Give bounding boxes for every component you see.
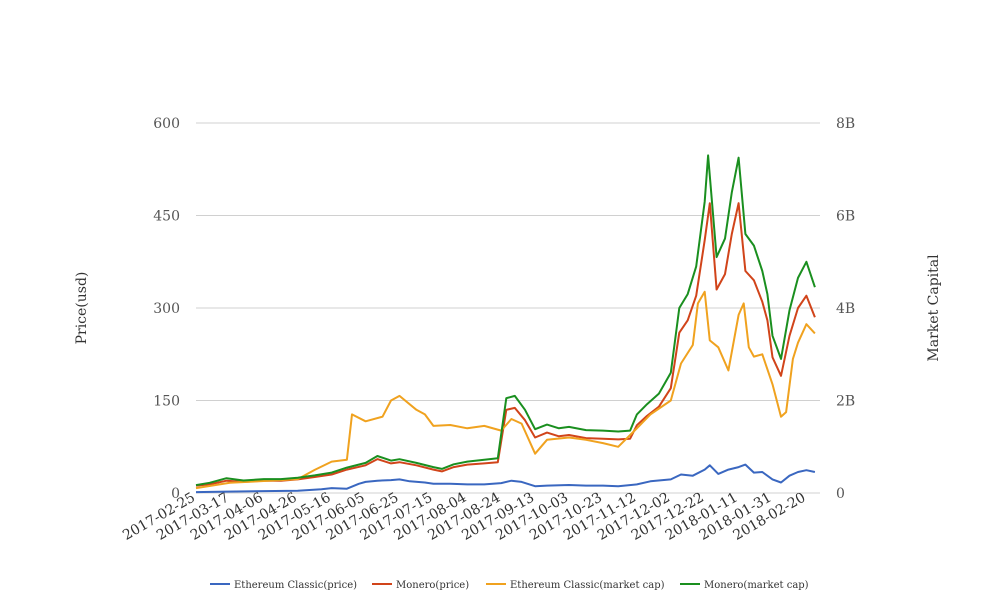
right-y-tick-label: 8B bbox=[836, 116, 855, 132]
series-line-monero-market-cap bbox=[195, 154, 816, 487]
right-y-tick-label: 0 bbox=[836, 486, 845, 502]
right-y-tick-label: 6B bbox=[836, 209, 855, 225]
left-axis-title: Price(usd) bbox=[74, 272, 90, 345]
right-axis-title: Market Capital bbox=[926, 254, 942, 362]
legend: Ethereum Classic(price) Monero(price) Ethe… bbox=[210, 580, 809, 591]
legend-label: Monero(market cap) bbox=[704, 580, 809, 591]
legend-label: Ethereum Classic(market cap) bbox=[510, 580, 665, 591]
left-y-tick-label: 450 bbox=[153, 209, 180, 225]
right-y-axis-ticks: 0 2B 4B 6B 8B bbox=[836, 116, 855, 502]
left-y-tick-label: 0 bbox=[171, 486, 180, 502]
left-y-tick-label: 300 bbox=[153, 301, 180, 317]
left-y-axis-ticks: 0 150 300 450 600 bbox=[153, 116, 180, 502]
left-y-tick-label: 150 bbox=[153, 394, 180, 410]
series-lines bbox=[195, 154, 816, 494]
right-y-tick-label: 2B bbox=[836, 394, 855, 410]
series-line-ethereum-classic-price bbox=[195, 463, 816, 494]
series-line-monero-price bbox=[195, 202, 816, 487]
x-axis-ticks: 2017-02-252017-03-172017-04-062017-04-26… bbox=[120, 490, 808, 544]
series-line-ethereum-classic-market-cap bbox=[195, 290, 816, 490]
legend-label: Monero(price) bbox=[396, 580, 469, 591]
right-y-tick-label: 4B bbox=[836, 301, 855, 317]
left-y-tick-label: 600 bbox=[153, 116, 180, 132]
legend-label: Ethereum Classic(price) bbox=[234, 580, 357, 591]
gridlines bbox=[196, 122, 820, 494]
